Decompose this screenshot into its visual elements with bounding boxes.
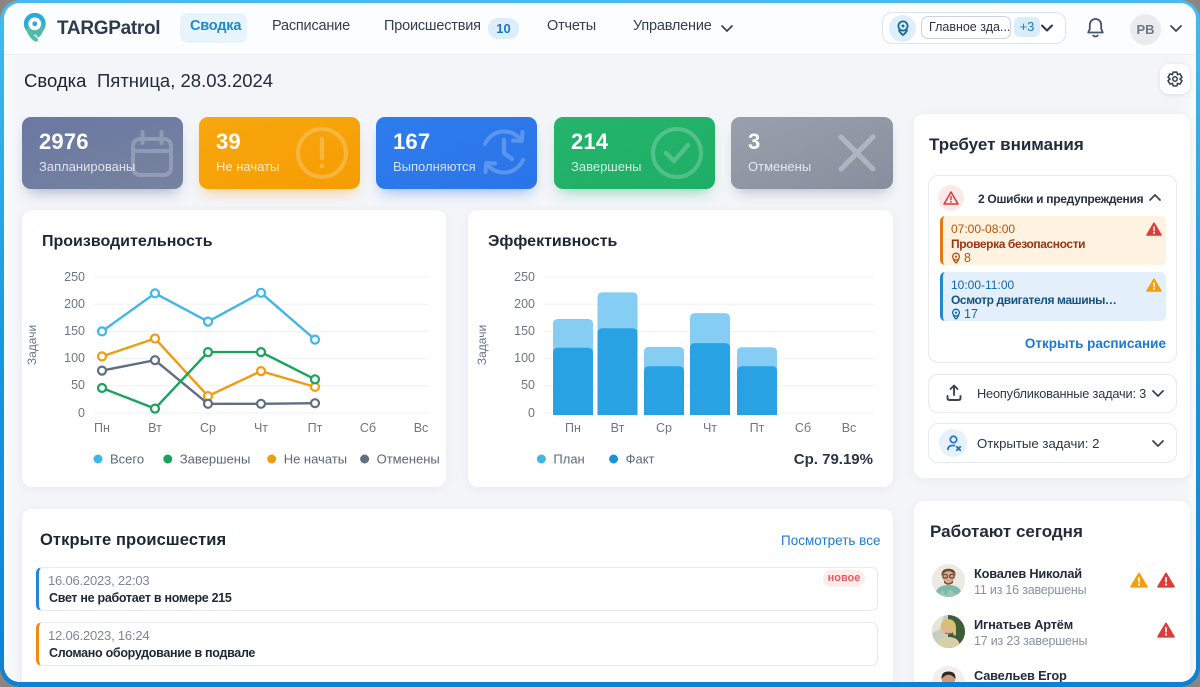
svg-text:150: 150 <box>64 324 85 338</box>
svg-text:Ср: Ср <box>200 421 216 435</box>
svg-text:Всего: Всего <box>110 452 144 467</box>
svg-text:Пн: Пн <box>565 421 581 435</box>
svg-text:200: 200 <box>514 297 535 311</box>
svg-text:100: 100 <box>64 351 85 365</box>
svg-text:Ср. 79.19%: Ср. 79.19% <box>794 451 873 468</box>
svg-text:0: 0 <box>528 406 535 420</box>
svg-text:200: 200 <box>64 297 85 311</box>
svg-text:Производительность: Производительность <box>42 233 213 250</box>
svg-text:Задачи: Задачи <box>25 325 39 365</box>
svg-text:Завершены: Завершены <box>180 452 250 467</box>
svg-text:Пт: Пт <box>308 421 323 435</box>
svg-text:150: 150 <box>514 324 535 338</box>
svg-text:Задачи: Задачи <box>475 325 489 365</box>
svg-text:100: 100 <box>514 351 535 365</box>
svg-text:Факт: Факт <box>626 452 655 467</box>
svg-text:Вт: Вт <box>148 421 162 435</box>
svg-text:Вс: Вс <box>842 421 857 435</box>
svg-text:50: 50 <box>521 378 535 392</box>
svg-text:Вт: Вт <box>611 421 625 435</box>
svg-text:Пн: Пн <box>94 421 110 435</box>
svg-text:0: 0 <box>78 406 85 420</box>
svg-text:250: 250 <box>514 270 535 284</box>
svg-text:План: План <box>553 452 584 467</box>
svg-text:Чт: Чт <box>703 421 717 435</box>
svg-text:250: 250 <box>64 270 85 284</box>
svg-text:Пт: Пт <box>750 421 765 435</box>
svg-text:50: 50 <box>71 378 85 392</box>
svg-text:Вс: Вс <box>414 421 429 435</box>
svg-text:Чт: Чт <box>254 421 268 435</box>
svg-text:Сб: Сб <box>795 421 811 435</box>
svg-text:Эффективность: Эффективность <box>488 233 618 250</box>
svg-text:Ср: Ср <box>656 421 672 435</box>
svg-text:Сб: Сб <box>360 421 376 435</box>
svg-text:Не начаты: Не начаты <box>284 452 347 467</box>
svg-text:Отменены: Отменены <box>377 452 440 467</box>
